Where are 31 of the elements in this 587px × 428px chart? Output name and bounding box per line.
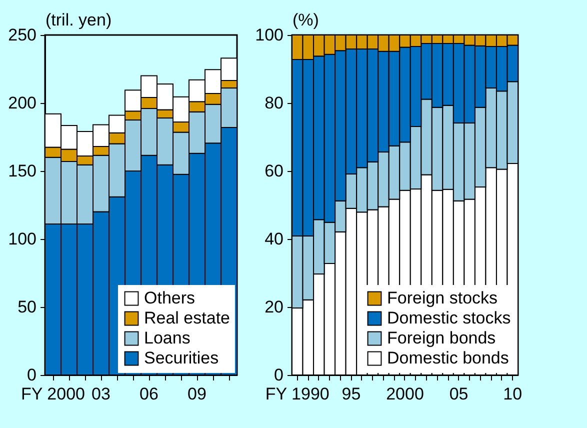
x-tick-label: 09	[188, 384, 206, 404]
y-tick-label: 60	[264, 162, 284, 180]
y-tick-label: 40	[264, 230, 284, 248]
y-tick-label: 250	[8, 26, 36, 44]
y-tick-label: 100	[8, 230, 36, 248]
legend-label: Foreign stocks	[387, 288, 498, 308]
y-axis-title: (tril. yen)	[46, 10, 112, 30]
y-tick-label: 100	[255, 26, 284, 44]
x-tick-label: FY 1990	[265, 384, 330, 404]
y-tick-label: 80	[264, 94, 284, 112]
y-tick-label: 0	[274, 366, 284, 384]
legend-label: Others	[144, 288, 196, 308]
y-axis-title: (%)	[292, 10, 319, 30]
legend-label: Domestic stocks	[387, 308, 511, 328]
y-tick-label: 20	[264, 298, 284, 316]
x-tick-label: 03	[92, 384, 110, 404]
legend-label: Securities	[144, 348, 219, 368]
legend-label: Loans	[144, 328, 190, 348]
x-tick-label: 2000	[386, 384, 424, 404]
legend-label: Foreign bonds	[387, 328, 496, 348]
legend-label: Real estate	[144, 308, 230, 328]
x-tick-label: 10	[503, 384, 522, 404]
x-tick-label: 05	[449, 384, 468, 404]
x-tick-label: 06	[140, 384, 158, 404]
x-tick-label: FY 2000	[21, 384, 85, 404]
y-tick-label: 150	[8, 162, 36, 180]
y-tick-label: 50	[18, 298, 36, 316]
legend-label: Domestic bonds	[387, 348, 509, 368]
x-tick-label: 95	[342, 384, 361, 404]
y-tick-label: 200	[8, 94, 36, 112]
y-tick-label: 0	[27, 366, 36, 384]
